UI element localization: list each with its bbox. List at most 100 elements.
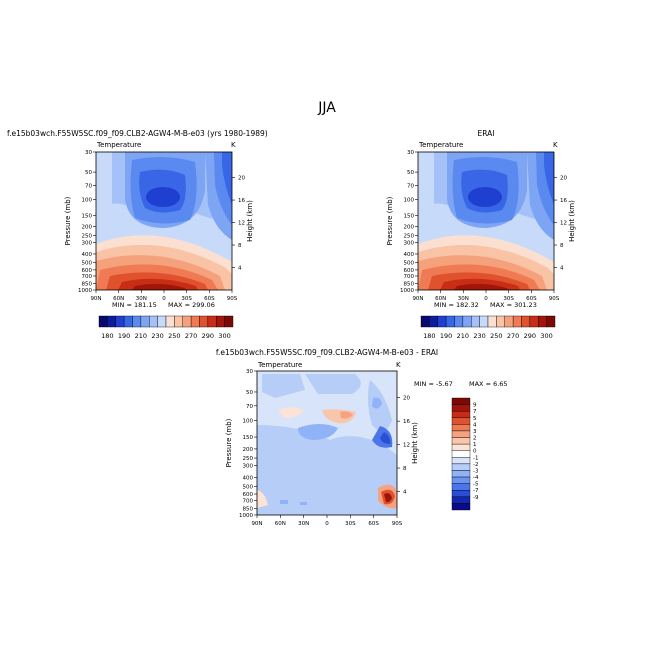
colorbar-swatch xyxy=(487,315,497,328)
y-tick-label: 850 xyxy=(243,506,254,512)
colorbar-swatch xyxy=(216,315,225,328)
y-tick-label: 600 xyxy=(82,268,93,274)
x-tick-label: 90S xyxy=(549,296,560,302)
y-tick-label: 1000 xyxy=(78,288,92,294)
colorbar-swatch xyxy=(451,463,471,471)
panel-subtitle-units: K xyxy=(553,141,558,149)
y-axis-label-right: Height (km) xyxy=(246,200,254,242)
x-tick-label: 60S xyxy=(204,296,215,302)
y-axis-label-right: Height (km) xyxy=(568,200,576,242)
colorbar-swatch xyxy=(115,315,125,328)
stats-min: MIN = 181.15 xyxy=(112,301,157,309)
colorbar-swatch xyxy=(451,476,471,484)
x-tick-label: 30N xyxy=(458,296,469,302)
x-tick-label: 90S xyxy=(227,296,238,302)
colorbar-swatch xyxy=(451,417,471,425)
heatmap-field xyxy=(418,152,554,290)
stats-max: MAX = 301.23 xyxy=(490,301,537,309)
colorbar-swatch xyxy=(451,410,471,418)
x-tick-label: 60S xyxy=(368,521,379,527)
colorbar-label: 5 xyxy=(473,416,477,422)
height-tick-label: 16 xyxy=(403,419,410,425)
height-tick-label: 8 xyxy=(403,466,407,472)
colorbar-label: 270 xyxy=(507,332,519,340)
stats-max: MAX = 6.65 xyxy=(469,380,508,388)
y-axis-label: Pressure (mb) xyxy=(386,196,394,245)
colorbar-swatch xyxy=(98,315,108,328)
x-tick-label: 90N xyxy=(251,521,262,527)
y-tick-label: 30 xyxy=(407,150,414,156)
colorbar-swatch xyxy=(451,430,471,438)
contour-band xyxy=(384,493,392,503)
contour-band xyxy=(257,490,268,508)
y-tick-label: 300 xyxy=(82,241,93,247)
x-tick-label: 90N xyxy=(412,296,423,302)
colorbar-label: 210 xyxy=(457,332,469,340)
colorbar-label: 180 xyxy=(101,332,113,340)
colorbar-swatch xyxy=(454,315,464,328)
y-tick-label: 70 xyxy=(407,183,414,189)
y-tick-label: 30 xyxy=(85,150,92,156)
contour-band xyxy=(468,187,502,207)
x-tick-label: 90S xyxy=(392,521,403,527)
height-tick-label: 12 xyxy=(238,221,245,227)
y-tick-label: 850 xyxy=(82,282,93,288)
colorbar-swatch xyxy=(451,457,471,465)
contour-band xyxy=(298,424,338,440)
x-tick-label: 30S xyxy=(181,296,192,302)
colorbar-swatch xyxy=(451,503,471,511)
panel-title: f.e15b03wch.F55W5SC.f09_f09.CLB2-AGW4-M-… xyxy=(216,348,438,357)
colorbar-label: 4 xyxy=(473,422,477,428)
x-tick-label: 0 xyxy=(162,296,166,302)
x-tick-label: 30N xyxy=(298,521,309,527)
colorbar-label: 190 xyxy=(440,332,452,340)
colorbar-label: 1 xyxy=(473,442,477,448)
y-tick-label: 500 xyxy=(404,261,415,267)
y-tick-label: 50 xyxy=(407,170,414,176)
contour-band xyxy=(372,397,382,409)
colorbar-label: -3 xyxy=(473,468,479,474)
colorbar-swatch xyxy=(165,315,175,328)
height-tick-label: 4 xyxy=(238,266,242,272)
contour-band xyxy=(280,500,288,504)
colorbar-label: -9 xyxy=(473,495,479,501)
colorbar-swatch xyxy=(451,490,471,498)
stats-min: MIN = -5.67 xyxy=(414,380,453,388)
y-axis-label-right: Height (km) xyxy=(411,422,419,464)
y-tick-label: 400 xyxy=(404,252,415,258)
main-title: JJA xyxy=(317,100,336,116)
colorbar-swatch xyxy=(538,315,547,328)
x-tick-label: 0 xyxy=(325,521,329,527)
colorbar-label: 230 xyxy=(151,332,163,340)
contour-band xyxy=(380,432,391,444)
x-tick-label: 60N xyxy=(275,521,286,527)
colorbar-swatch xyxy=(445,315,455,328)
contour-band xyxy=(262,374,305,398)
x-tick-label: 30S xyxy=(503,296,514,302)
contour-band xyxy=(146,187,180,207)
contour-band xyxy=(544,152,554,205)
colorbar-swatch xyxy=(462,315,472,328)
y-tick-label: 600 xyxy=(404,268,415,274)
x-tick-label: 0 xyxy=(484,296,488,302)
height-tick-label: 12 xyxy=(560,221,567,227)
panel-subtitle-units: K xyxy=(231,141,236,149)
contour-band xyxy=(300,502,307,505)
colorbar-swatch xyxy=(451,397,471,405)
colorbar-swatch xyxy=(123,315,133,328)
panel-title: f.e15b03wch.F55W5SC.f09_f09.CLB2-AGW4-M-… xyxy=(7,129,268,138)
colorbar-swatch xyxy=(451,443,471,451)
colorbar-swatch xyxy=(157,315,167,328)
y-tick-label: 50 xyxy=(85,170,92,176)
colorbar-label: -5 xyxy=(473,482,479,488)
colorbar-swatch xyxy=(479,315,489,328)
colorbar-swatch xyxy=(420,315,430,328)
colorbar-swatch xyxy=(451,404,471,412)
height-tick-label: 20 xyxy=(403,396,410,402)
colorbar-label: 250 xyxy=(490,332,502,340)
height-tick-label: 8 xyxy=(238,243,242,249)
colorbar-swatch xyxy=(149,315,158,328)
colorbar-swatch xyxy=(451,450,471,458)
x-tick-label: 90N xyxy=(90,296,101,302)
colorbar-swatch xyxy=(521,315,531,328)
